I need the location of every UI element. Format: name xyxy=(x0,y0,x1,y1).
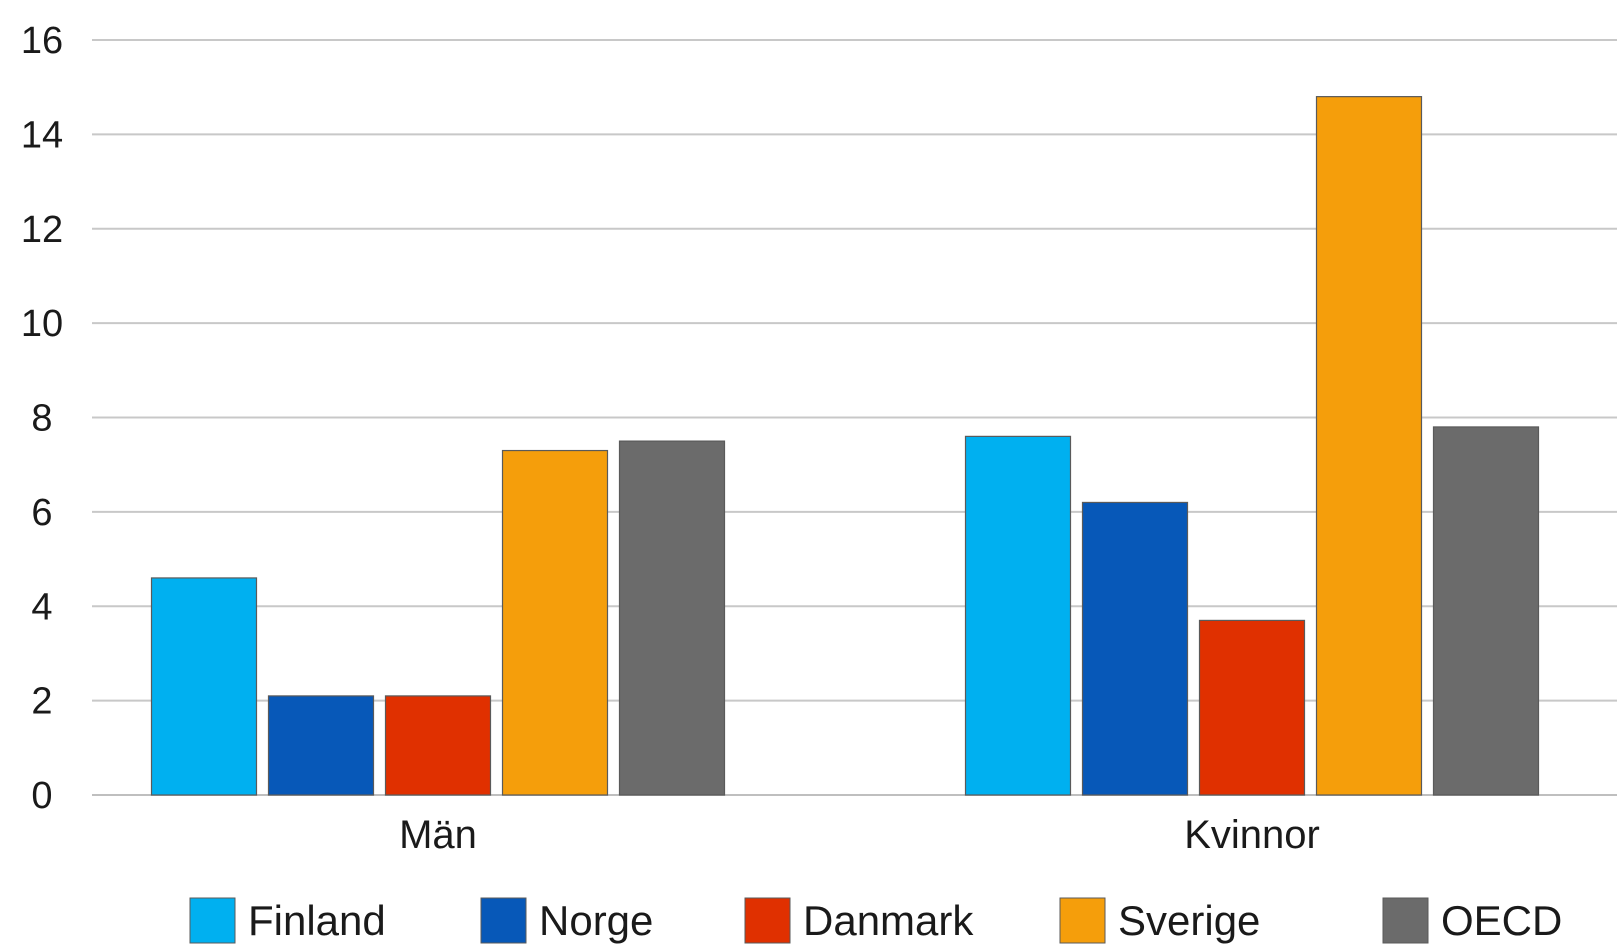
bar-oecd-kvinnor xyxy=(1432,426,1540,796)
legend-item-norge: Norge xyxy=(480,897,653,944)
bar-norge-man xyxy=(267,695,375,796)
legend-label: OECD xyxy=(1441,897,1562,944)
legend-swatch xyxy=(480,897,527,944)
legend: Finland Norge Danmark Sverige OECD xyxy=(189,897,1562,944)
y-tick-label: 10 xyxy=(21,303,63,345)
bar-norge-kvinnor xyxy=(1081,501,1189,796)
legend-label: Finland xyxy=(248,897,386,944)
y-tick-label: 0 xyxy=(31,775,52,817)
x-category-label: Kvinnor xyxy=(1184,813,1320,857)
y-tick-label: 14 xyxy=(21,114,63,156)
bar-sverige-man xyxy=(501,449,609,796)
legend-label: Sverige xyxy=(1118,897,1260,944)
y-tick-label: 2 xyxy=(31,681,52,723)
x-category-label: Män xyxy=(399,813,477,857)
y-tick-label: 8 xyxy=(31,398,52,440)
bar-finland-man xyxy=(150,577,258,796)
bar-oecd-man xyxy=(618,440,726,796)
legend-item-sverige: Sverige xyxy=(1059,897,1260,944)
legend-label: Danmark xyxy=(803,897,974,944)
bar-danmark-man xyxy=(384,695,492,796)
bar-sverige-kvinnor xyxy=(1315,96,1423,796)
legend-label: Norge xyxy=(539,897,653,944)
legend-swatch xyxy=(1382,897,1429,944)
bar-danmark-kvinnor xyxy=(1198,619,1306,796)
x-axis: Män Kvinnor xyxy=(399,813,1320,857)
y-tick-label: 12 xyxy=(21,209,63,251)
legend-item-finland: Finland xyxy=(189,897,386,944)
legend-swatch xyxy=(1059,897,1106,944)
y-tick-label: 4 xyxy=(31,586,52,628)
y-tick-label: 16 xyxy=(21,20,63,62)
bars xyxy=(150,96,1540,796)
legend-item-danmark: Danmark xyxy=(744,897,974,944)
legend-swatch xyxy=(189,897,236,944)
legend-item-oecd: OECD xyxy=(1382,897,1562,944)
bar-finland-kvinnor xyxy=(964,435,1072,796)
y-tick-label: 6 xyxy=(31,492,52,534)
y-axis-tick-labels: 0 2 4 6 8 10 12 14 16 xyxy=(21,20,63,817)
legend-swatch xyxy=(744,897,791,944)
